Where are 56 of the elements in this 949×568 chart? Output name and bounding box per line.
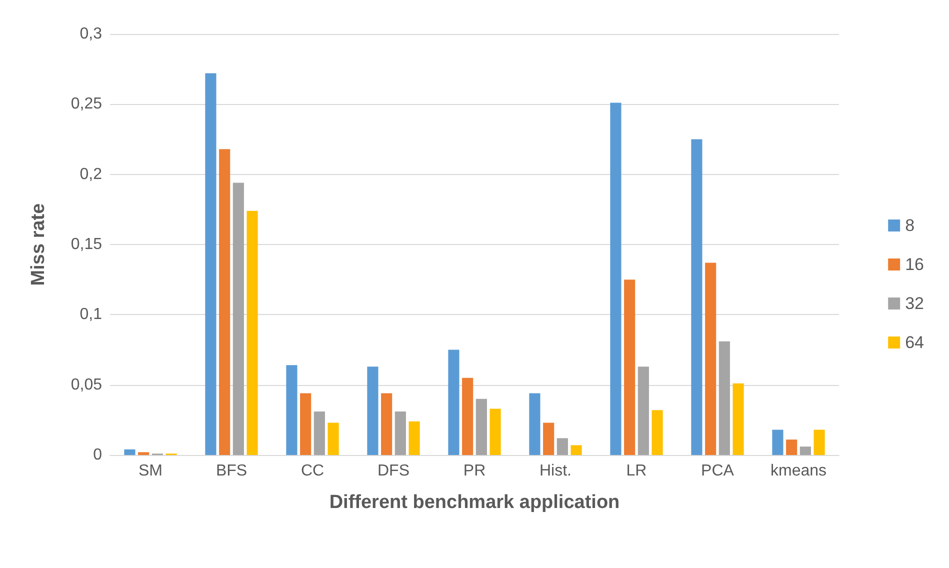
y-tick-label: 0,2	[80, 166, 102, 183]
bar	[394, 411, 406, 455]
bar	[705, 262, 716, 455]
legend-label: 64	[905, 333, 924, 352]
bar	[543, 422, 554, 455]
bar	[314, 411, 325, 455]
bar	[786, 440, 798, 455]
legend-label: 8	[905, 216, 915, 235]
bar	[138, 452, 150, 455]
bar	[814, 430, 825, 455]
bar	[529, 393, 540, 455]
bar	[732, 383, 744, 455]
bar	[691, 139, 702, 455]
bar	[328, 422, 339, 455]
bar	[462, 378, 474, 455]
bar	[624, 280, 636, 455]
x-tick-label: CC	[300, 462, 324, 480]
bar	[652, 410, 663, 455]
y-tick-label: 0,15	[70, 236, 102, 253]
x-tick-label: SM	[138, 462, 162, 480]
y-tick-label: 0,05	[70, 376, 102, 394]
bar	[232, 182, 244, 455]
y-tick-label: 0,25	[70, 96, 102, 113]
bar	[772, 430, 784, 455]
x-tick-label: PCA	[701, 462, 734, 480]
bar	[556, 438, 568, 455]
bar	[205, 73, 216, 455]
bar	[381, 393, 392, 455]
x-tick-label: PR	[463, 462, 486, 480]
bar	[300, 393, 312, 455]
bar	[219, 149, 230, 455]
bar	[718, 341, 730, 455]
x-tick-label: LR	[626, 462, 647, 480]
bar	[476, 398, 487, 455]
bar	[610, 102, 622, 455]
bar	[570, 445, 582, 455]
x-tick-label: Hist.	[540, 462, 572, 480]
y-tick-label: 0	[93, 446, 102, 464]
x-tick-label: DFS	[378, 462, 410, 480]
bar	[367, 366, 378, 455]
legend-label: 16	[905, 255, 924, 274]
x-tick-label: kmeans	[770, 462, 827, 480]
x-tick-label: BFS	[216, 462, 248, 480]
bar	[246, 210, 258, 455]
bar	[800, 446, 811, 455]
bar	[408, 421, 420, 455]
bar	[286, 365, 298, 455]
y-tick-label: 0,1	[80, 306, 102, 324]
y-axis-title: Miss rate	[28, 203, 49, 286]
bar	[638, 366, 649, 455]
legend-label: 32	[905, 294, 924, 313]
bar	[490, 408, 501, 455]
bar	[124, 449, 136, 455]
bar	[448, 350, 460, 455]
x-axis-title: Different benchmark application	[329, 492, 620, 513]
y-tick-label: 0,3	[80, 26, 102, 42]
